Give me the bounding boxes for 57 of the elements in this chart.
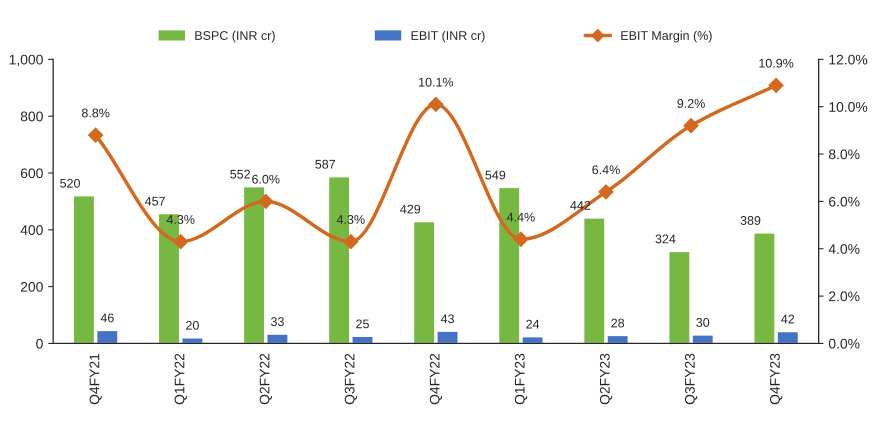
y2-tick-label: 10.0% (829, 102, 868, 112)
legend-label: EBIT Margin (%) (621, 30, 712, 42)
data-label: 389 (740, 216, 760, 225)
data-label: 10.1% (419, 78, 454, 87)
y2-tick-label: 2.0% (829, 291, 860, 302)
data-label: 10.9% (759, 58, 794, 68)
point (258, 194, 274, 209)
x-tick-label: Q4FY22 (430, 354, 442, 404)
y2-tick-label: 8.0% (828, 149, 860, 160)
point (683, 118, 699, 134)
x-tick-label: Q1FY22 (174, 354, 187, 404)
point (343, 234, 358, 250)
x-tick-label: Q1FY23 (514, 354, 528, 404)
data-label: 9.2% (677, 99, 705, 108)
data-label: 457 (144, 196, 165, 206)
x-tick-label: Q4FY21 (90, 354, 102, 404)
data-label: 25 (356, 319, 369, 328)
y-tick-label: 600 (20, 168, 43, 178)
data-label: 42 (781, 314, 794, 324)
data-label: 552 (230, 170, 250, 179)
data-label: 46 (100, 313, 114, 322)
y-tick-label: 800 (20, 112, 43, 122)
data-label: 429 (400, 204, 420, 214)
data-label: 549 (485, 170, 506, 180)
y2-tick-label: 6.0% (829, 196, 860, 207)
x-tick-label: Q2FY22 (260, 354, 272, 404)
point (428, 96, 444, 112)
x-tick-label: Q3FY23 (684, 354, 698, 404)
point (88, 128, 104, 143)
data-label: 8.8% (82, 108, 110, 118)
y2-tick-label: 12.0% (829, 54, 868, 65)
data-label: 30 (696, 318, 710, 327)
data-label: 6.0% (252, 174, 280, 184)
point (513, 232, 528, 247)
y-tick-label: 0 (36, 338, 43, 349)
data-label: 20 (186, 320, 199, 330)
y-tick-label: 200 (20, 282, 43, 292)
point (173, 234, 188, 250)
x-tick-label: Q3FY22 (344, 354, 358, 404)
y2-tick-label: 4.0% (828, 244, 860, 254)
data-label: 587 (315, 160, 336, 169)
x-tick-label: Q4FY23 (770, 354, 782, 404)
data-label: 520 (60, 178, 80, 188)
data-label: 6.4% (592, 165, 620, 174)
data-label: 324 (656, 234, 676, 244)
data-label: 28 (611, 318, 624, 328)
x-tick-label: Q2FY23 (600, 354, 612, 404)
y2-tick-label: 0.0% (828, 338, 860, 349)
legend-label: BSPC (INR cr) (195, 30, 275, 42)
data-label: 24 (526, 320, 540, 328)
point (598, 184, 614, 200)
data-label: 43 (440, 314, 454, 324)
data-label: 33 (270, 317, 284, 326)
point (768, 78, 784, 93)
legend-label: EBIT (INR cr) (412, 30, 485, 42)
y-tick-label: 1,000 (10, 54, 43, 66)
y-tick-label: 400 (20, 225, 43, 235)
